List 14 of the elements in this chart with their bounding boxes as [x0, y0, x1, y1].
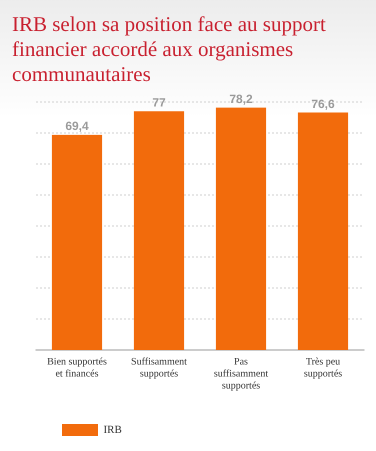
- bar: [52, 134, 102, 350]
- x-tick-label: Pas suffisamment supportés: [214, 356, 268, 392]
- bar: [216, 108, 266, 350]
- bar: [298, 112, 348, 350]
- bar: [134, 111, 184, 350]
- data-label: 78,2: [229, 92, 253, 106]
- x-tick-label: Très peu supportés: [304, 356, 342, 380]
- data-label: 77: [152, 96, 166, 110]
- legend-label: IRB: [104, 424, 122, 436]
- x-tick-label: Bien supportés et financés: [47, 356, 107, 380]
- x-tick-label: Suffisamment supportés: [131, 356, 188, 380]
- data-label: 76,6: [311, 96, 335, 111]
- chart-title: IRB selon sa position face au support financier accordé aux organismes communautaires: [11, 11, 327, 86]
- data-label: 69,4: [65, 119, 89, 134]
